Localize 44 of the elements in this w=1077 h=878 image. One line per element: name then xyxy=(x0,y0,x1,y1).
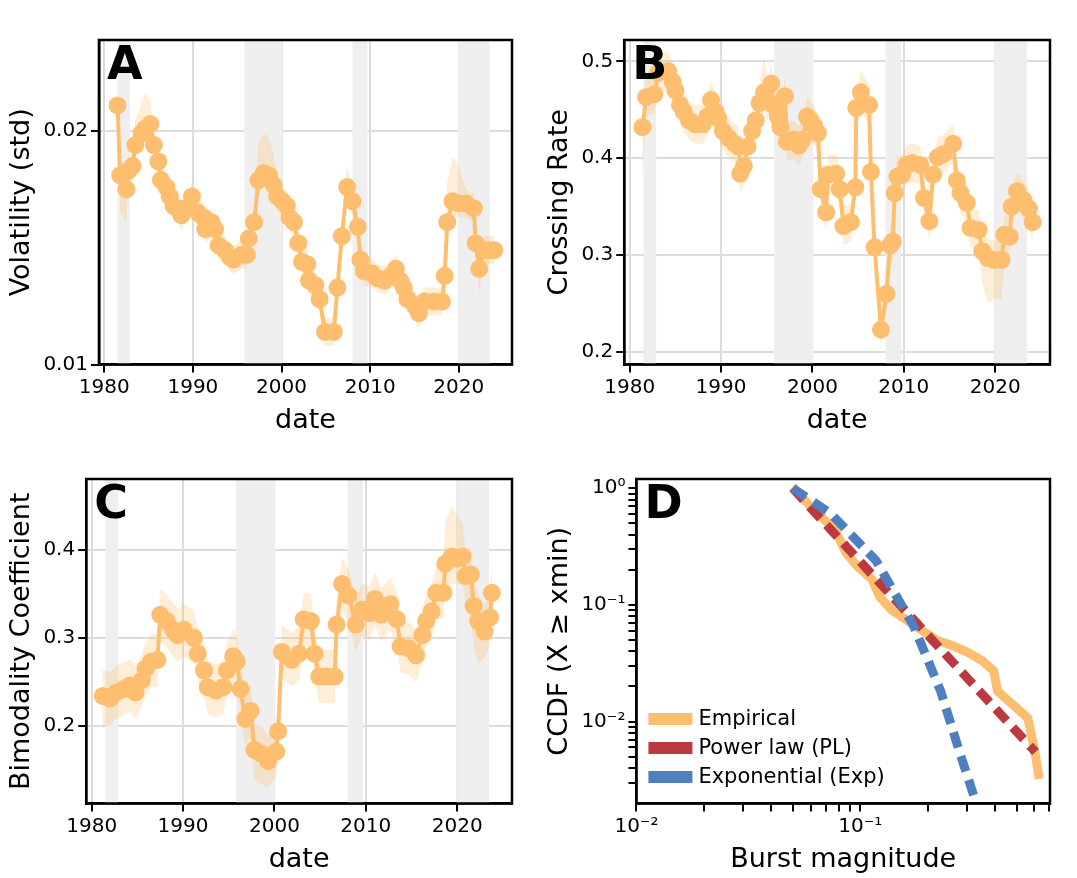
y-tick-label: 10⁻² xyxy=(581,707,626,732)
y-tick-label: 0.4 xyxy=(581,144,614,169)
legend-label: Exponential (Exp) xyxy=(698,763,885,788)
x-tick-label: 2000 xyxy=(248,812,300,837)
x-tick-label: 1980 xyxy=(78,373,130,398)
y-tick-label: 0.4 xyxy=(43,535,76,560)
y-tick-label: 0.2 xyxy=(581,338,614,363)
x-tick-label: 10⁻² xyxy=(614,812,659,837)
x-tick-label: 2020 xyxy=(431,812,483,837)
chart-title: B xyxy=(632,35,668,90)
x-tick-label: 2020 xyxy=(433,373,485,398)
x-tick-label: 2010 xyxy=(344,373,396,398)
y-tick-label: 0.5 xyxy=(581,47,614,72)
x-tick-label: 2000 xyxy=(256,373,307,398)
chart-title: A xyxy=(106,35,143,90)
chart-title: C xyxy=(94,474,128,529)
y-axis-title: CCDF (X ≥ xmin) xyxy=(542,526,574,756)
legend-label: Empirical xyxy=(698,705,797,730)
legend-label: Power law (PL) xyxy=(698,734,852,759)
y-tick-label: 0.01 xyxy=(43,350,88,375)
y-tick-label: 10⁻¹ xyxy=(581,591,626,616)
x-tick-label: 1990 xyxy=(157,812,209,837)
x-tick-label: 10⁻¹ xyxy=(838,812,883,837)
y-tick-label: 0.02 xyxy=(43,117,88,142)
x-tick-label: 1980 xyxy=(66,812,118,837)
y-tick-label: 0.2 xyxy=(43,712,76,737)
x-tick-label: 2010 xyxy=(878,373,930,398)
x-tick-label: 1990 xyxy=(695,373,747,398)
y-tick-label: 0.3 xyxy=(581,241,614,266)
x-tick-label: 2010 xyxy=(340,812,392,837)
y-axis-title: Bimodality Coefficient xyxy=(4,492,36,791)
chart-title: D xyxy=(644,474,683,529)
x-axis-title: date xyxy=(806,402,868,434)
x-tick-label: 1980 xyxy=(604,373,656,398)
x-tick-label: 1990 xyxy=(167,373,219,398)
x-tick-label: 2000 xyxy=(786,373,838,398)
y-axis-title: Crossing Rate xyxy=(542,109,574,296)
y-tick-label: 0.3 xyxy=(43,623,76,648)
x-tick-label: 2020 xyxy=(969,373,1021,398)
y-tick-label: 10⁰ xyxy=(591,474,626,499)
y-axis-title: Volatility (std) xyxy=(4,108,36,297)
x-axis-title: date xyxy=(268,841,330,873)
x-axis-title: date xyxy=(275,402,336,434)
x-axis-title: Burst magnitude xyxy=(730,841,957,873)
